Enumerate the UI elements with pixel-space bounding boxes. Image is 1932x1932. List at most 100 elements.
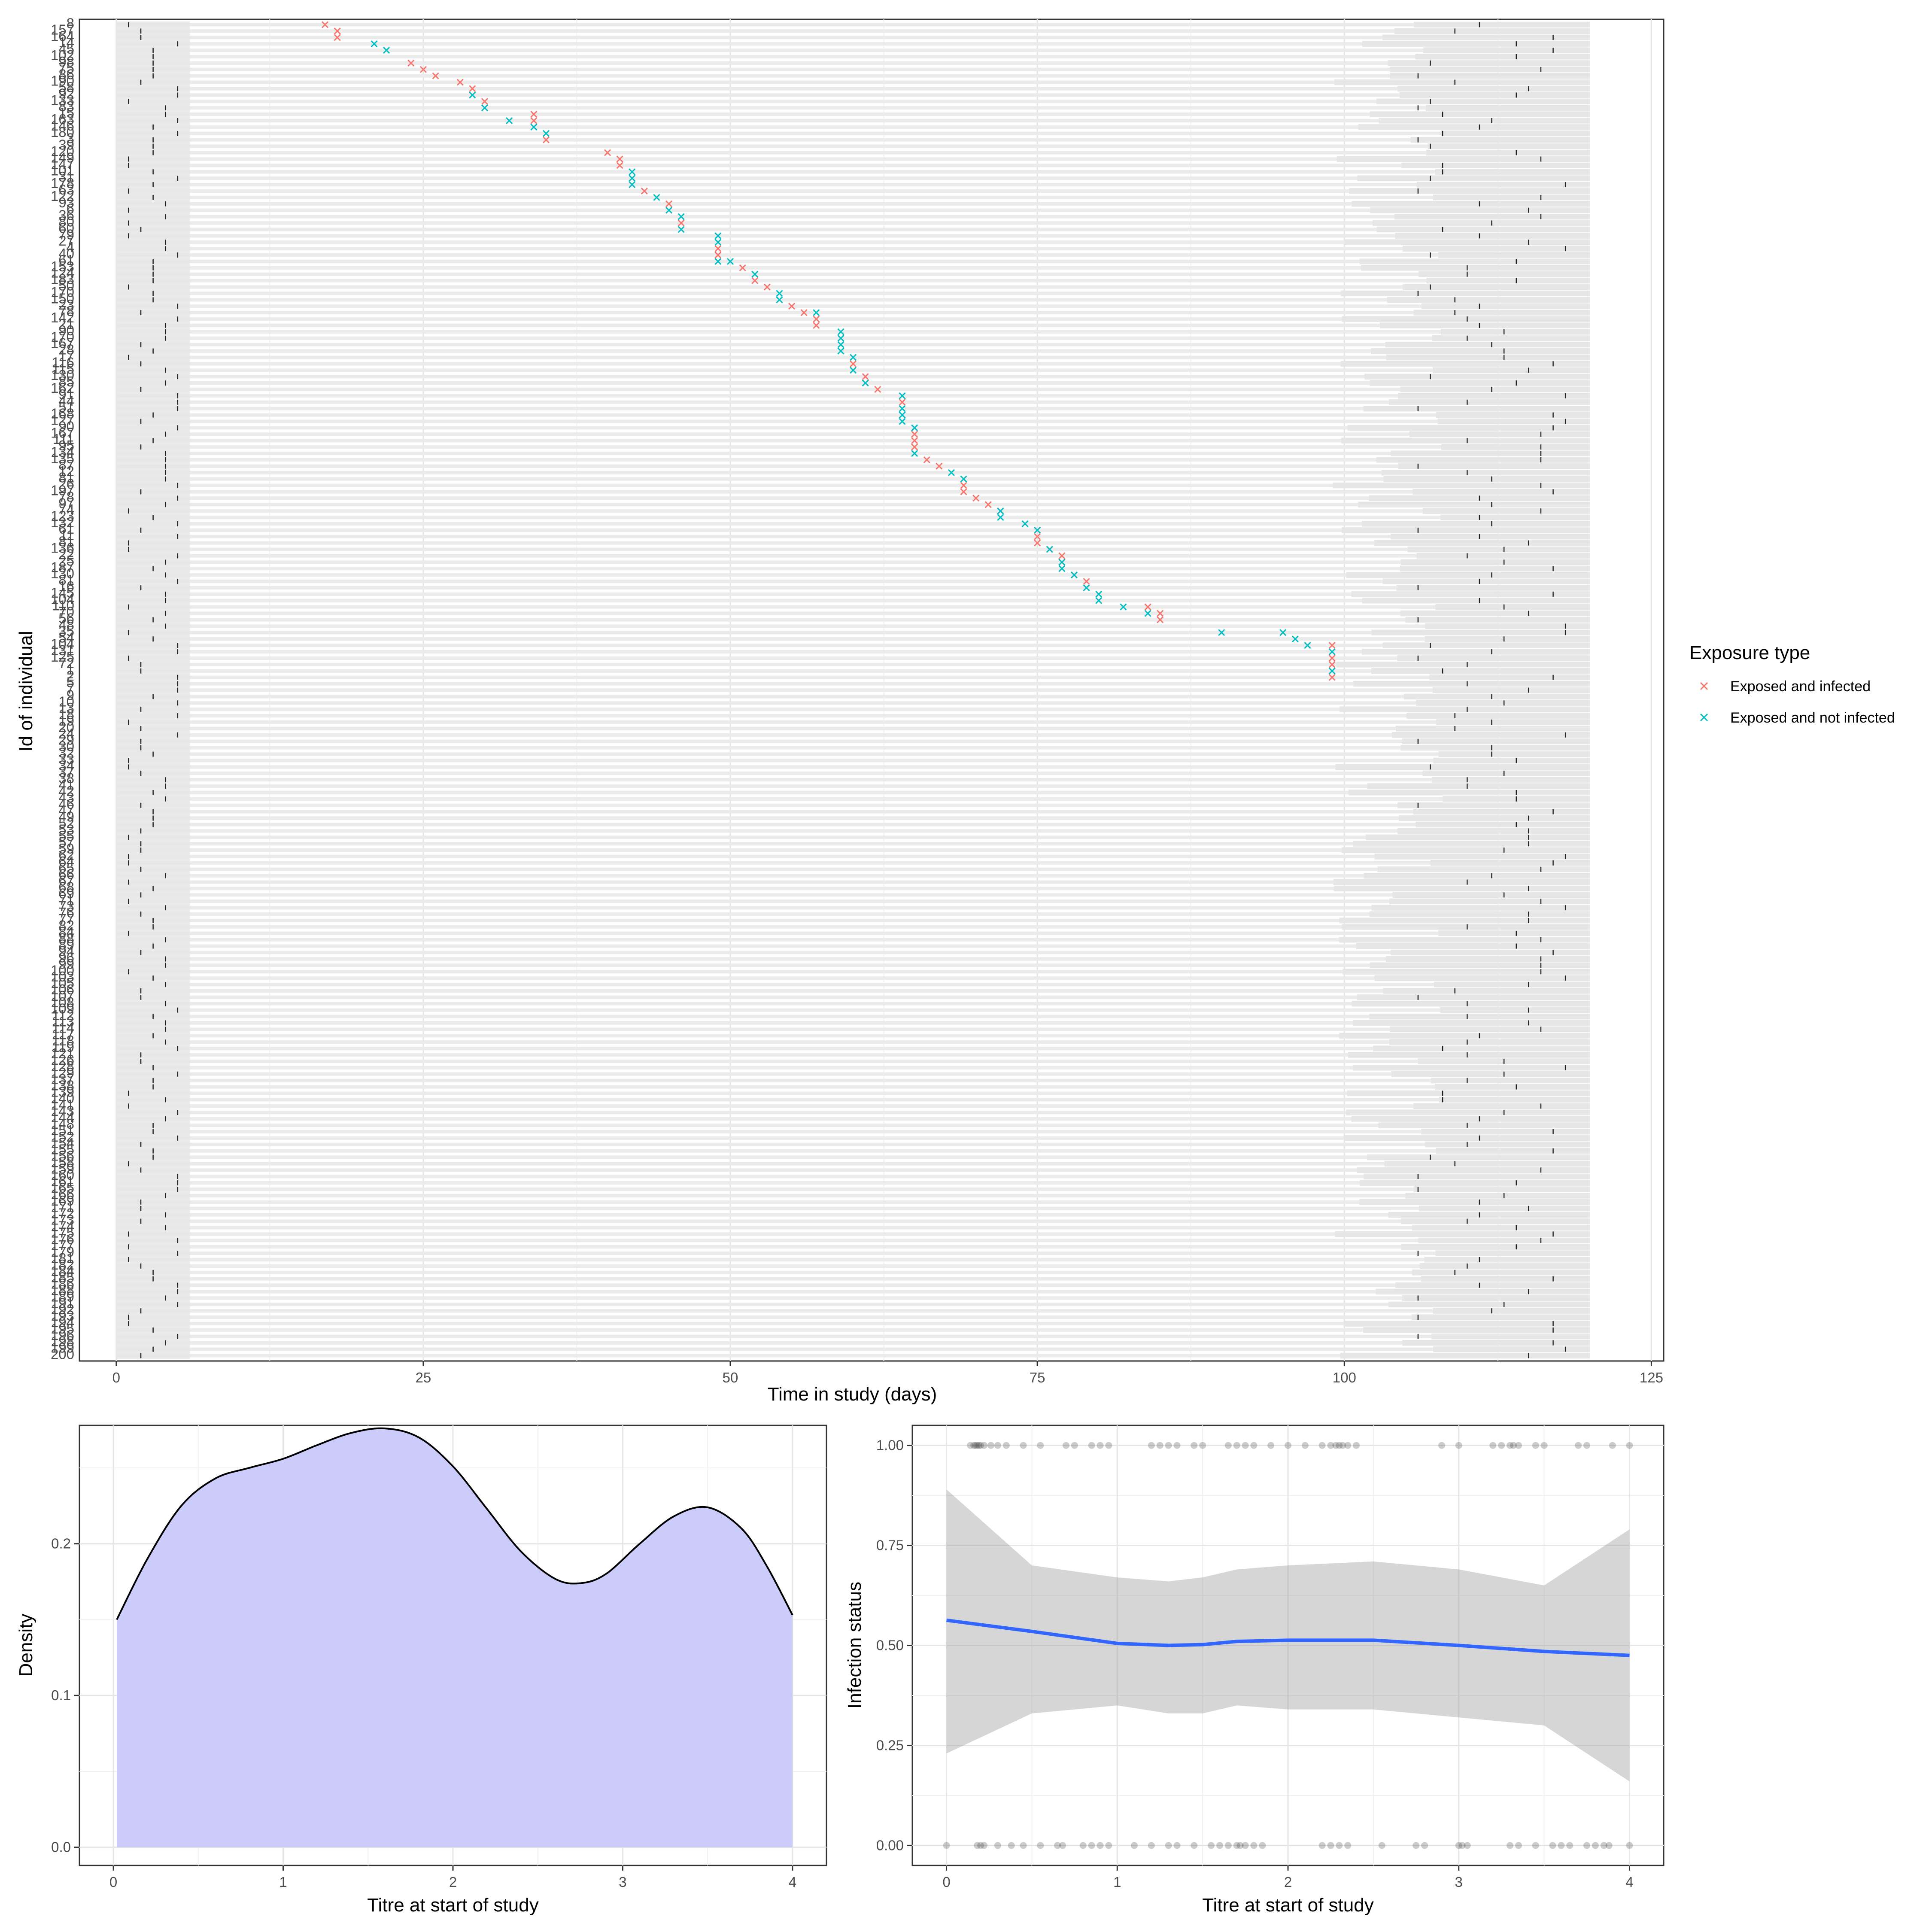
id-tick-label: 51 [58, 399, 74, 415]
not-infected-point [1097, 1842, 1104, 1849]
followup-band [1433, 194, 1590, 200]
id-tick-label: 102 [51, 47, 74, 63]
id-tick-label: 173 [51, 1212, 74, 1228]
not-infected-point [1120, 603, 1127, 611]
x-tick-label: 25 [416, 1370, 431, 1385]
id-tick-label: 20 [58, 719, 74, 735]
followup-band [1388, 1212, 1590, 1218]
followup-band [1439, 1097, 1590, 1103]
infected-point [714, 251, 722, 259]
followup-band [1383, 476, 1590, 482]
id-tick-label: 122 [51, 188, 74, 204]
id-tick-label: 63 [58, 182, 74, 197]
followup-band [1369, 1013, 1590, 1020]
not-infected-point [943, 1842, 950, 1849]
followup-band [1389, 1039, 1590, 1045]
id-tick-label: 200 [51, 1346, 74, 1362]
followup-band [1416, 182, 1590, 188]
followup-band [1413, 1103, 1590, 1109]
infected-point [1301, 1442, 1309, 1449]
id-tick-label: 12 [58, 463, 74, 479]
not-infected-point [1328, 648, 1336, 656]
id-tick-label: 161 [51, 1173, 74, 1189]
id-tick-label: 191 [51, 1295, 74, 1311]
infected-point [1233, 1442, 1240, 1449]
legend: Exposure type Exposed and infected Expos… [1689, 642, 1895, 726]
infected-point [456, 79, 464, 86]
followup-band [1342, 527, 1590, 533]
not-infected-point [776, 296, 783, 304]
id-tick-label: 74 [58, 501, 74, 517]
followup-band [1371, 348, 1590, 354]
followup-band [1412, 1270, 1590, 1276]
followup-band [1433, 1308, 1590, 1314]
x-tick-label: 100 [1333, 1370, 1356, 1385]
not-infected-point [1173, 1842, 1181, 1849]
id-tick-label: 144 [51, 1109, 74, 1125]
id-tick-label: 196 [51, 1327, 74, 1343]
not-infected-point [1058, 559, 1066, 566]
not-infected-point [1583, 1842, 1591, 1849]
followup-band [1433, 367, 1590, 373]
id-tick-label: 73 [58, 898, 74, 914]
not-infected-point [1224, 1842, 1232, 1849]
not-infected-point [1008, 1842, 1015, 1849]
density-y-axis-title: Density [15, 1614, 36, 1677]
id-tick-label: 104 [51, 636, 74, 652]
not-infected-point [542, 130, 550, 137]
id-tick-label: 158 [51, 1154, 74, 1170]
x-tick-label: 3 [619, 1874, 626, 1890]
followup-band [1435, 604, 1590, 610]
followup-band [1421, 303, 1590, 309]
not-infected-point [1233, 1842, 1240, 1849]
not-infected-point [1148, 1842, 1155, 1849]
followup-band [1383, 988, 1590, 994]
infected-point [1498, 1442, 1505, 1449]
not-infected-point [1507, 1842, 1514, 1849]
id-tick-label: 133 [51, 92, 74, 108]
not-infected-point [1046, 546, 1053, 553]
followup-band [1361, 521, 1590, 527]
infected-point [1609, 1442, 1616, 1449]
followup-band [1371, 629, 1590, 636]
id-tick-label: 9 [67, 687, 74, 703]
followup-band [1399, 815, 1590, 821]
id-tick-label: 193 [51, 1308, 74, 1324]
id-tick-label: 10 [58, 693, 74, 709]
not-infected-point [1378, 1842, 1385, 1849]
not-infected-point [1070, 571, 1078, 579]
infected-point [977, 1442, 984, 1449]
followup-band [1343, 969, 1590, 975]
followup-band [1395, 1282, 1590, 1288]
followup-band [1362, 598, 1590, 604]
id-tick-label: 195 [51, 1321, 74, 1337]
followup-band [1434, 981, 1590, 987]
infected-point [1532, 1442, 1539, 1449]
not-infected-point [714, 232, 722, 240]
infected-point [1224, 1442, 1232, 1449]
followup-band [1431, 1077, 1590, 1084]
followup-band [1421, 1276, 1590, 1282]
x-tick-label: 4 [1625, 1874, 1633, 1890]
id-tick-label: 174 [51, 1218, 74, 1234]
infected-point [1105, 1442, 1112, 1449]
id-tick-label: 153 [51, 258, 74, 274]
infected-point [1510, 1442, 1517, 1449]
id-tick-label: 83 [58, 98, 74, 114]
id-tick-label: 81 [58, 534, 74, 550]
followup-band [1358, 124, 1590, 130]
id-tick-label: 15 [58, 105, 74, 121]
followup-band [1334, 79, 1590, 85]
not-infected-point [1250, 1842, 1258, 1849]
followup-band [1376, 1288, 1590, 1295]
infected-point [1002, 1442, 1010, 1449]
followup-band [1342, 847, 1590, 853]
followup-band [1412, 1224, 1590, 1231]
infected-point [665, 200, 673, 207]
y-tick-label: 0.2 [51, 1536, 71, 1552]
not-infected-point [997, 514, 1004, 521]
id-tick-label: 167 [51, 335, 74, 351]
followup-band [1402, 1295, 1590, 1301]
infected-point [1097, 1442, 1104, 1449]
